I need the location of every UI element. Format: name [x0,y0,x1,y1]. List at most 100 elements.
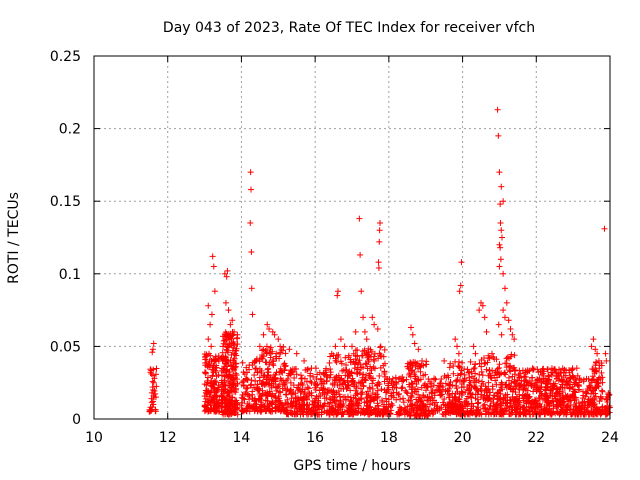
data-point [358,288,365,295]
data-point [220,340,227,347]
data-point [511,336,518,343]
data-point [333,359,340,366]
data-point [221,331,228,338]
data-point [201,381,208,388]
data-point [230,357,237,364]
data-point [479,372,486,379]
data-point [375,259,382,266]
data-point [369,314,376,321]
data-point [337,336,344,343]
data-point [243,408,250,415]
data-point [399,384,406,391]
data-point [601,225,608,232]
data-point [232,409,239,416]
data-point [501,314,508,321]
data-point [205,388,212,395]
data-point [472,350,479,357]
data-point [293,350,300,357]
data-point [258,392,265,399]
data-point [256,343,263,350]
data-point [227,321,234,328]
data-point [202,370,209,377]
data-point [225,378,232,385]
data-point [226,368,233,375]
data-point [209,398,216,405]
data-point [211,381,218,388]
data-point [425,376,432,383]
data-point [213,401,220,408]
data-point [602,350,609,357]
data-point [594,350,601,357]
data-point [486,402,493,409]
data-point [332,343,339,350]
data-point [362,360,369,367]
data-point [150,366,157,373]
data-point [483,328,490,335]
data-point [229,403,236,410]
data-point [363,336,370,343]
data-point [251,372,258,379]
data-point [234,334,241,341]
data-point [263,343,270,350]
data-point [208,311,215,318]
data-point [251,384,258,391]
data-point [248,186,255,193]
data-point [222,400,229,407]
data-point [224,267,231,274]
data-point [152,390,159,397]
data-point [452,336,459,343]
data-point [502,360,509,367]
data-point [202,407,209,414]
data-point [229,340,236,347]
data-point [357,251,364,258]
data-point [457,282,464,289]
data-point [148,399,155,406]
data-point [308,379,315,386]
data-point [229,394,236,401]
data-point [211,395,218,402]
data-point [205,336,212,343]
data-point [238,394,245,401]
data-point [219,409,226,416]
data-point [205,364,212,371]
data-point [211,357,218,364]
data-point [244,405,251,412]
data-point [152,371,159,378]
data-point [249,395,256,402]
data-point [240,395,247,402]
data-point [352,328,359,335]
data-point [232,370,239,377]
data-point [209,253,216,260]
data-point [152,408,159,415]
data-point [264,321,271,328]
y-tick-label: 0 [72,412,81,428]
data-point [231,388,238,395]
x-axis-label: GPS time / hours [293,458,410,474]
data-point [223,363,230,370]
data-point [229,347,236,354]
data-point [229,332,236,339]
data-point [312,365,319,372]
data-point [598,387,605,394]
data-point [220,390,227,397]
data-point [222,299,229,306]
data-point [211,406,218,413]
data-point [590,336,597,343]
data-point [341,343,348,350]
data-point [225,307,232,314]
data-point [277,343,284,350]
data-point [230,339,237,346]
data-point [243,385,250,392]
data-point [361,328,368,335]
data-point [149,384,156,391]
data-point [588,343,595,350]
data-point [276,381,283,388]
data-point [468,394,475,401]
data-point [603,357,610,364]
data-point [494,106,501,113]
data-point [222,359,229,366]
data-point [149,346,156,353]
data-point [253,365,260,372]
data-point [499,234,506,241]
